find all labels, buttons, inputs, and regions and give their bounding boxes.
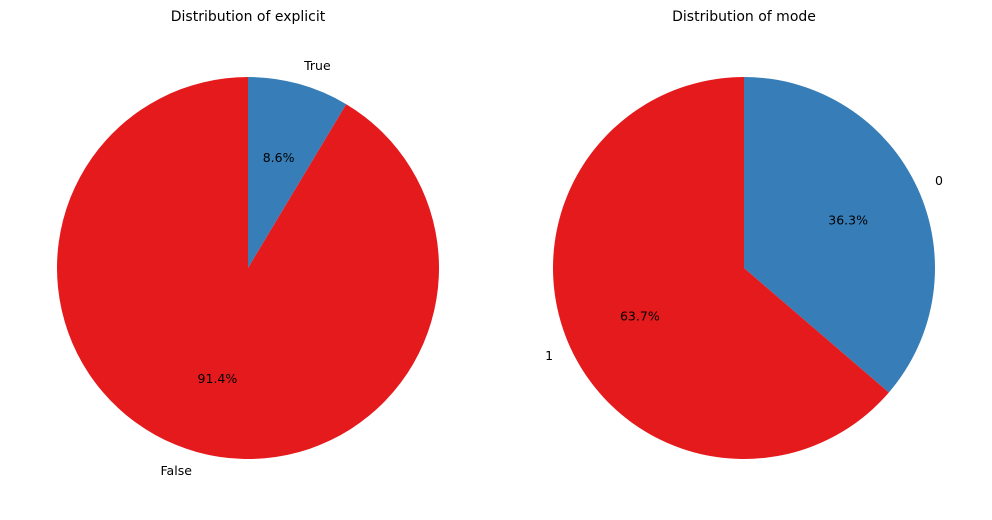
slice-percent-label: 36.3% [828,213,868,228]
slice-label: True [303,58,331,73]
pie-slices: 0 36.3% 1 63.7% [545,77,943,459]
pie-chart-explicit: Distribution of explicit True 8.6% False 91… [57,9,440,478]
slice-percent-label: 63.7% [620,308,660,323]
pie-slice-false [57,77,440,460]
pie-chart-mode: Distribution of mode 0 36.3% 1 63.7% [545,9,943,459]
chart-title: Distribution of mode [672,9,816,25]
slice-percent-label: 91.4% [198,371,238,386]
pie-slice-1 [553,77,889,459]
chart-title: Distribution of explicit [171,9,326,25]
slice-label: 0 [935,173,943,188]
slice-label: 1 [545,348,553,363]
pie-slices: True 8.6% False 91.4% [57,58,440,478]
slice-label: False [161,463,193,478]
slice-percent-label: 8.6% [263,150,295,165]
pie-slice-0 [744,77,936,393]
pie-slice-true [248,76,347,268]
